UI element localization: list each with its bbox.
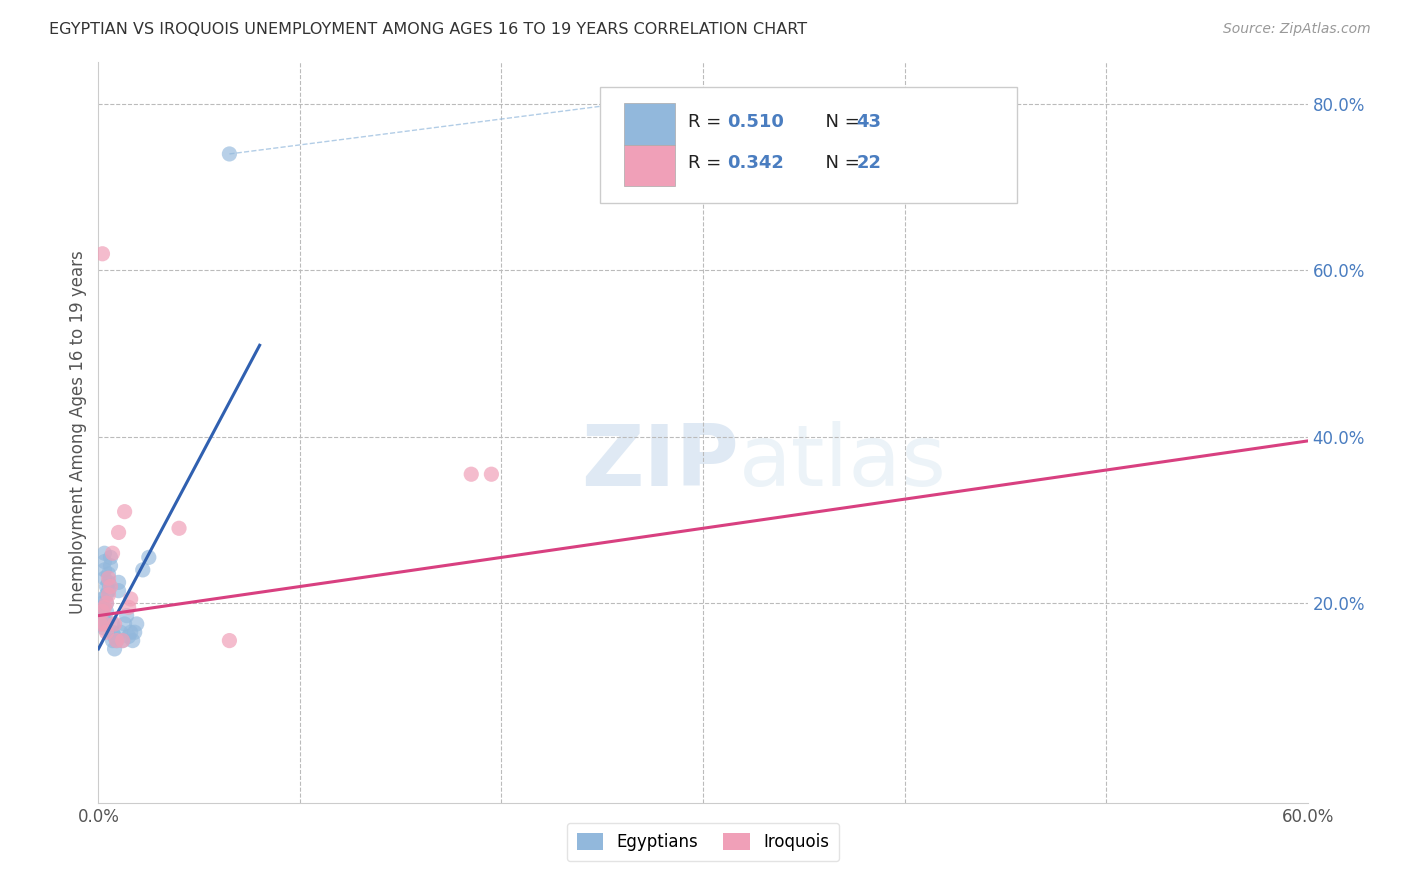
Point <box>120 625 142 640</box>
Point <box>89 608 111 623</box>
Text: 43: 43 <box>856 113 882 131</box>
Point <box>93 546 115 560</box>
Point <box>103 641 125 656</box>
Point <box>93 613 115 627</box>
Text: 0.342: 0.342 <box>727 154 783 172</box>
Point <box>91 596 114 610</box>
Point <box>111 633 134 648</box>
Point <box>91 592 114 607</box>
Point <box>101 633 124 648</box>
Point <box>91 600 114 615</box>
Point <box>132 563 155 577</box>
Point <box>118 629 141 643</box>
Point <box>96 625 118 640</box>
Point <box>103 629 125 643</box>
Point <box>93 571 115 585</box>
Point <box>89 616 111 631</box>
Point <box>97 571 120 585</box>
Point <box>100 550 122 565</box>
Legend: Egyptians, Iroquois: Egyptians, Iroquois <box>567 823 839 861</box>
Point <box>107 575 129 590</box>
Point <box>138 550 160 565</box>
Point <box>115 608 138 623</box>
Point <box>96 596 118 610</box>
Point <box>120 592 142 607</box>
Point <box>101 546 124 560</box>
Point <box>100 580 122 594</box>
Point <box>93 600 115 615</box>
Point <box>91 608 114 623</box>
Point <box>218 633 240 648</box>
Text: atlas: atlas <box>740 421 948 504</box>
Point <box>101 625 124 640</box>
Point <box>97 575 120 590</box>
Y-axis label: Unemployment Among Ages 16 to 19 years: Unemployment Among Ages 16 to 19 years <box>69 251 87 615</box>
Point <box>96 580 118 594</box>
Point <box>89 616 111 631</box>
Point <box>105 633 128 648</box>
Text: 22: 22 <box>856 154 882 172</box>
Text: R =: R = <box>688 154 727 172</box>
Point <box>124 625 146 640</box>
Point <box>167 521 190 535</box>
Point <box>96 605 118 619</box>
Point <box>93 621 115 635</box>
Text: N =: N = <box>814 154 866 172</box>
Text: Source: ZipAtlas.com: Source: ZipAtlas.com <box>1223 22 1371 37</box>
Point <box>93 616 115 631</box>
Point <box>96 596 118 610</box>
Point <box>93 555 115 569</box>
Point <box>91 246 114 260</box>
Point <box>114 505 136 519</box>
Point <box>107 525 129 540</box>
Text: ZIP: ZIP <box>582 421 740 504</box>
Point <box>103 616 125 631</box>
Point <box>118 600 141 615</box>
Point <box>111 633 134 648</box>
Point <box>481 467 503 482</box>
Text: 0.510: 0.510 <box>727 113 783 131</box>
Point <box>97 588 120 602</box>
Text: EGYPTIAN VS IROQUOIS UNEMPLOYMENT AMONG AGES 16 TO 19 YEARS CORRELATION CHART: EGYPTIAN VS IROQUOIS UNEMPLOYMENT AMONG … <box>49 22 807 37</box>
Point <box>93 616 115 631</box>
Point <box>110 625 132 640</box>
Point <box>97 583 120 598</box>
Point <box>114 616 136 631</box>
Point <box>460 467 482 482</box>
Point <box>105 633 128 648</box>
Point <box>218 147 240 161</box>
Point <box>121 633 143 648</box>
Text: N =: N = <box>814 113 866 131</box>
Point <box>93 563 115 577</box>
Point <box>89 605 111 619</box>
Point <box>91 605 114 619</box>
Point <box>125 616 148 631</box>
Text: R =: R = <box>688 113 727 131</box>
Point <box>107 583 129 598</box>
Point <box>96 588 118 602</box>
Point <box>101 616 124 631</box>
Point <box>100 558 122 573</box>
Point <box>97 567 120 582</box>
